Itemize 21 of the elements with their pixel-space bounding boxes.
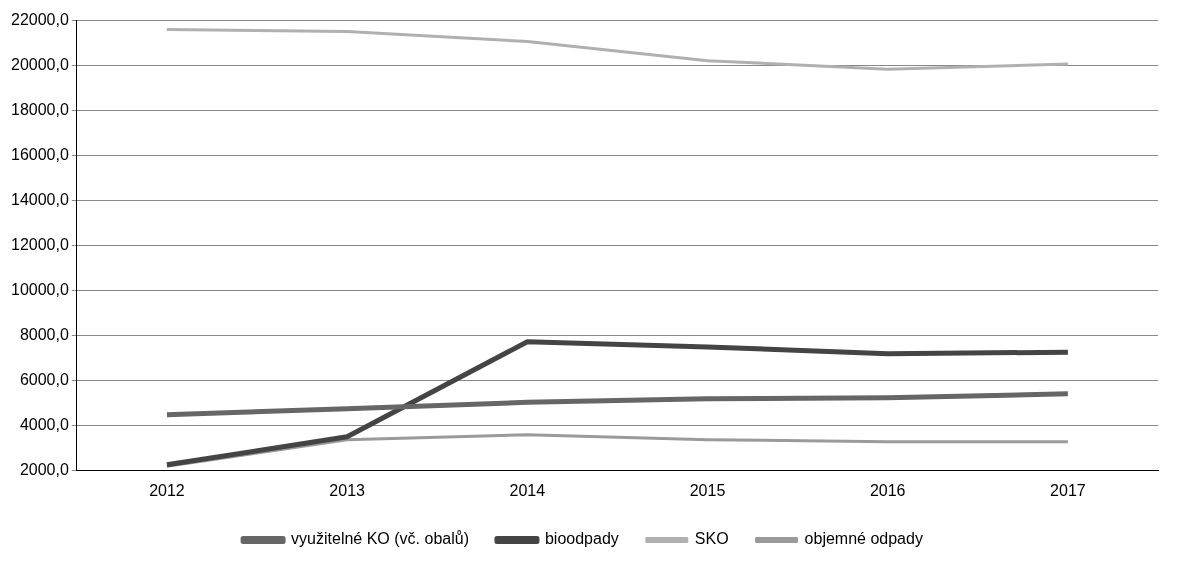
x-tick-label: 2013 [329,481,366,499]
y-tick-label: 16000,0 [10,146,69,164]
legend-label: SKO [694,530,729,548]
x-tick-label: 2014 [509,481,546,499]
y-tick-label: 4000,0 [19,416,69,434]
y-tick-label: 8000,0 [19,326,69,344]
legend-label: využitelné KO (vč. obalů) [291,530,469,548]
y-tick-label: 12000,0 [10,236,69,254]
y-tick-label: 6000,0 [19,371,69,389]
x-tick-label: 2012 [149,481,185,499]
y-tick-label: 22000,0 [10,11,69,29]
x-tick-label: 2017 [1050,481,1086,499]
y-tick-label: 14000,0 [10,191,69,209]
x-tick-label: 2016 [869,481,906,499]
legend-label: objemné odpady [804,530,923,548]
y-tick-label: 10000,0 [10,281,69,299]
legend-label: bioodpady [544,530,619,548]
y-tick-label: 2000,0 [19,461,69,479]
x-tick-label: 2015 [689,481,726,499]
y-tick-label: 18000,0 [10,101,69,119]
y-tick-label: 20000,0 [10,56,69,74]
